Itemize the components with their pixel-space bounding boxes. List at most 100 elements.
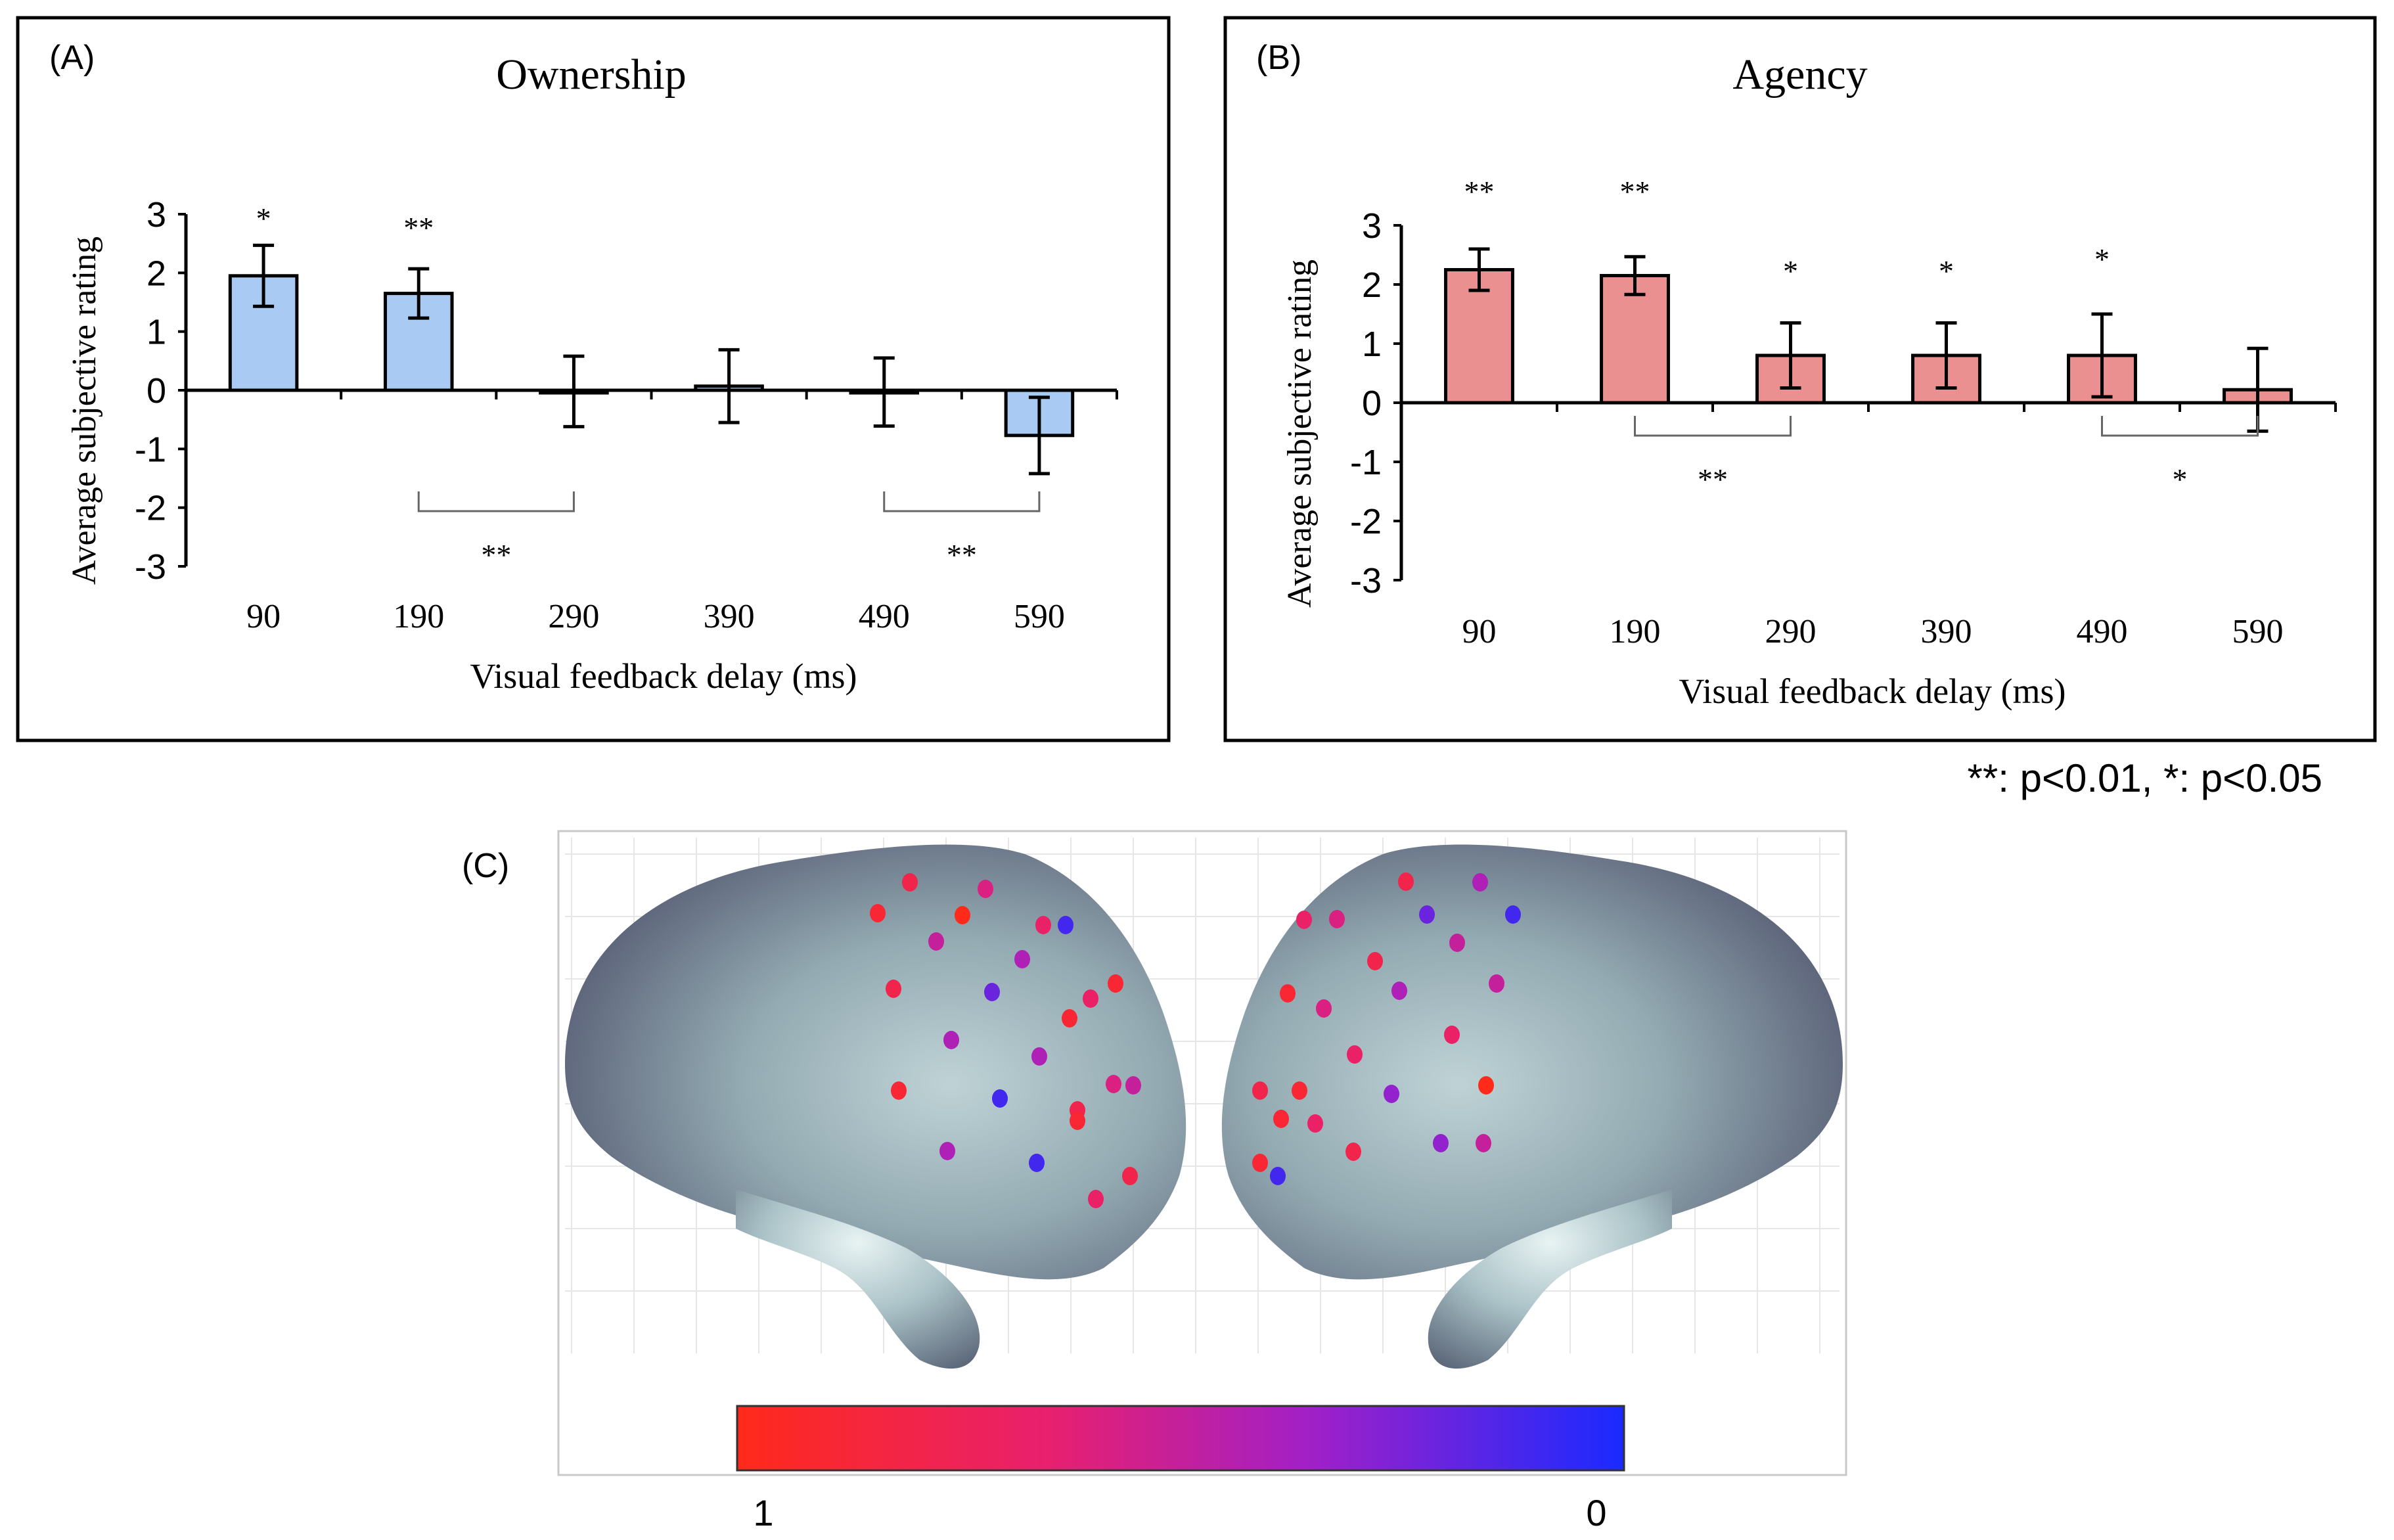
panel-a-xlabel: Visual feedback delay (ms) bbox=[470, 656, 857, 696]
electrode-left bbox=[992, 1089, 1008, 1108]
panel-b-x-tick-label: 390 bbox=[1921, 613, 1972, 650]
panel-b-x-tick-label: 190 bbox=[1610, 613, 1661, 650]
panel-a-ylabel: Average subjective rating bbox=[66, 237, 103, 585]
panel-a-y-tick-label: 1 bbox=[147, 313, 166, 352]
panel-b-xlabel: Visual feedback delay (ms) bbox=[1679, 671, 2066, 711]
panel-a-title: Ownership bbox=[496, 51, 687, 99]
brain-left-cortex bbox=[565, 844, 1186, 1280]
panel-b-x-tick-label: 90 bbox=[1462, 613, 1497, 650]
electrode-left bbox=[1014, 950, 1030, 968]
electrode-right bbox=[1505, 905, 1521, 924]
panel-b-comparison-bracket bbox=[1634, 416, 1792, 437]
electrode-right bbox=[1316, 999, 1332, 1018]
panel-b-comparison-bracket bbox=[2101, 416, 2259, 437]
electrode-right bbox=[1478, 1076, 1494, 1095]
electrode-left bbox=[978, 880, 993, 898]
panel-b-y-tick-label: 1 bbox=[1362, 325, 1382, 364]
electrode-left bbox=[939, 1142, 955, 1160]
panel-a-y-tick-label: 0 bbox=[147, 371, 166, 411]
electrode-left bbox=[1062, 1009, 1077, 1028]
electrode-right bbox=[1345, 1143, 1361, 1161]
electrode-left bbox=[1058, 916, 1073, 934]
electrode-left bbox=[1106, 1075, 1121, 1093]
electrode-left bbox=[1029, 1154, 1045, 1172]
electrode-right bbox=[1252, 1154, 1268, 1172]
electrode-left bbox=[1125, 1076, 1141, 1095]
electrode-right bbox=[1292, 1081, 1307, 1100]
panel-a: (A) Ownership Average subjective rating … bbox=[16, 16, 1171, 742]
electrode-right bbox=[1270, 1167, 1286, 1185]
panel-a-label: (A) bbox=[49, 39, 95, 77]
panel-b-bracket-label: * bbox=[2173, 463, 2188, 496]
panel-b-x-tick-label: 590 bbox=[2232, 613, 2284, 650]
electrode-left bbox=[886, 980, 901, 998]
electrode-right bbox=[1307, 1114, 1323, 1133]
panel-b-bar bbox=[1600, 274, 1670, 405]
panel-a-x-tick-label: 390 bbox=[704, 598, 755, 635]
panel-a-x-tick-label: 190 bbox=[393, 598, 444, 635]
panel-b-x-tick-label: 490 bbox=[2077, 613, 2128, 650]
panel-b-ylabel: Average subjective rating bbox=[1281, 260, 1319, 608]
electrode-left bbox=[902, 873, 918, 892]
panel-b: (B) Agency Average subjective rating Vis… bbox=[1223, 16, 2377, 742]
panel-b-title: Agency bbox=[1732, 51, 1867, 99]
panel-b-y-tick-label: 3 bbox=[1362, 206, 1382, 246]
panel-b-significance-mark: * bbox=[1783, 254, 1798, 288]
panel-b-y-tick-label: 0 bbox=[1362, 384, 1382, 423]
electrode-left bbox=[891, 1081, 907, 1100]
brain-right-temporal-lobe bbox=[1428, 1189, 1672, 1369]
electrode-left bbox=[955, 906, 970, 924]
electrode-left bbox=[1083, 989, 1098, 1008]
panel-b-significance-mark: * bbox=[2094, 242, 2110, 276]
panel-a-frame bbox=[16, 16, 1171, 742]
panel-a-y-tick-label: 3 bbox=[147, 195, 166, 235]
electrode-right bbox=[1367, 952, 1383, 970]
panel-a-plot: 3 2 1 0 -1 -2 -3 * 90 ** 190 290 390 490 590 ** ** bbox=[135, 195, 1118, 635]
panel-b-significance-mark: * bbox=[1939, 254, 1954, 288]
electrodes-right bbox=[1252, 872, 1521, 1185]
electrode-left bbox=[1108, 974, 1123, 993]
panel-a-significance-mark: * bbox=[256, 202, 271, 235]
electrode-left bbox=[928, 932, 944, 951]
panel-a-comparison-bracket bbox=[883, 491, 1041, 512]
electrode-right bbox=[1398, 872, 1414, 891]
electrode-right bbox=[1476, 1134, 1491, 1152]
electrode-left bbox=[943, 1031, 959, 1049]
electrode-left bbox=[1122, 1167, 1138, 1185]
brain-right-hemisphere bbox=[1221, 844, 1843, 1369]
electrode-right bbox=[1273, 1110, 1289, 1128]
panel-b-frame bbox=[1223, 16, 2377, 742]
panel-b-y-tick-label: -3 bbox=[1350, 561, 1382, 600]
significance-legend: **: p<0.01, *: p<0.05 bbox=[1968, 756, 2322, 800]
panel-c: (C) 1 0 bbox=[462, 830, 1847, 1533]
electrode-right bbox=[1489, 974, 1504, 993]
panel-a-y-tick-label: -2 bbox=[135, 489, 166, 528]
panel-b-y-tick-label: 2 bbox=[1362, 265, 1382, 305]
panel-b-x-tick-label: 290 bbox=[1765, 613, 1817, 650]
panel-a-significance-mark: ** bbox=[403, 211, 434, 244]
panel-b-significance-mark: ** bbox=[1464, 175, 1495, 208]
electrode-right bbox=[1329, 910, 1345, 928]
brain-left-temporal-lobe bbox=[736, 1189, 980, 1369]
electrode-right bbox=[1449, 934, 1465, 952]
panel-a-y-tick-label: 2 bbox=[147, 254, 166, 293]
panel-a-x-tick-label: 90 bbox=[246, 598, 281, 635]
electrode-right bbox=[1419, 905, 1435, 924]
panel-a-x-tick-label: 490 bbox=[859, 598, 910, 635]
electrode-right bbox=[1472, 873, 1488, 892]
electrodes-left bbox=[870, 873, 1141, 1208]
panel-b-label: (B) bbox=[1256, 39, 1301, 77]
electrode-left bbox=[1088, 1190, 1104, 1208]
electrode-right bbox=[1252, 1081, 1268, 1100]
electrode-right bbox=[1433, 1134, 1449, 1152]
panel-b-y-tick-label: -2 bbox=[1350, 502, 1382, 541]
electrode-left bbox=[984, 983, 1000, 1001]
panel-c-label: (C) bbox=[462, 847, 509, 885]
electrode-right bbox=[1280, 984, 1296, 1003]
panel-b-significance-mark: ** bbox=[1620, 175, 1650, 208]
electrode-left bbox=[1035, 916, 1051, 934]
brain-left-hemisphere bbox=[565, 844, 1186, 1369]
panel-a-x-tick-label: 590 bbox=[1014, 598, 1065, 635]
